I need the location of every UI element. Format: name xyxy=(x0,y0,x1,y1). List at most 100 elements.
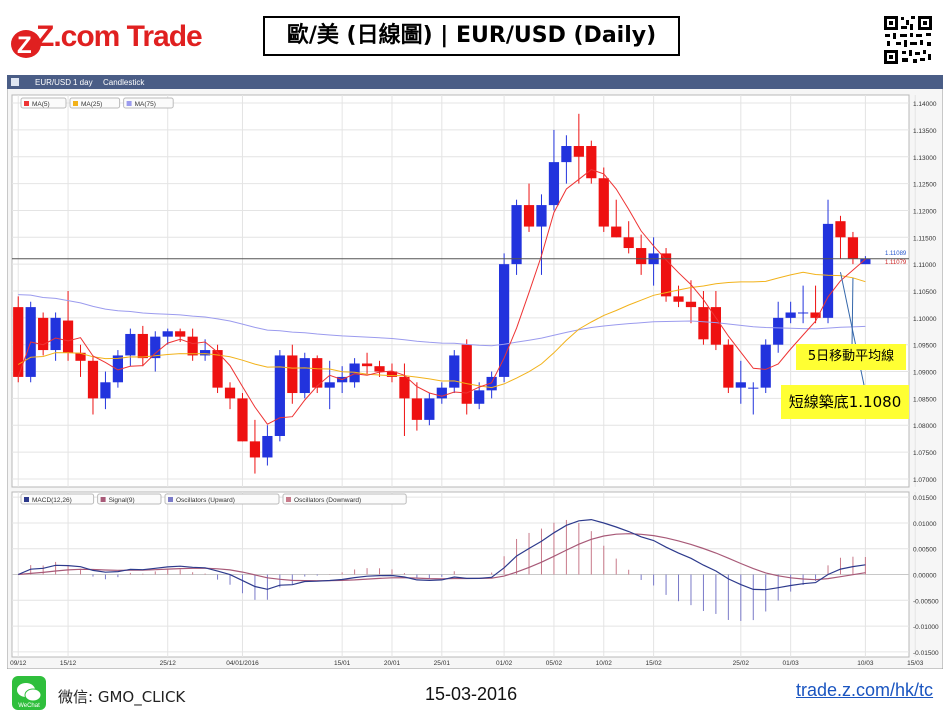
candle-down xyxy=(573,146,584,157)
candle-up xyxy=(150,336,161,359)
macd-tick-label: -0.00500 xyxy=(913,598,939,605)
report-date: 15-03-2016 xyxy=(425,684,518,704)
candle-up xyxy=(486,376,497,391)
macd-tick-label: 0.00000 xyxy=(913,573,937,580)
website-link[interactable]: trade.z.com/hk/tc xyxy=(796,680,934,700)
candle-up xyxy=(773,317,784,345)
x-tick-label: 25/01 xyxy=(434,660,451,667)
candle-up xyxy=(199,350,211,356)
candle-up xyxy=(797,312,809,314)
price-tick-label: 1.11500 xyxy=(913,235,936,242)
brand-name: Z.com Trade xyxy=(36,20,203,53)
price-legend-label: MA(5) xyxy=(32,101,50,108)
page-title: 歐/美 (日線圖) | EUR/USD (Daily) xyxy=(263,16,680,56)
candle-up xyxy=(748,387,759,389)
candle-down xyxy=(723,344,734,388)
macd-legend-label: Oscillators (Upward) xyxy=(176,497,235,504)
candle-up xyxy=(349,363,360,383)
price-tick-label: 1.08000 xyxy=(913,423,937,430)
candle-up xyxy=(822,223,834,318)
price-tick-label: 1.08500 xyxy=(913,396,937,403)
price-tick-label: 1.12000 xyxy=(913,208,937,215)
candle-down xyxy=(411,398,423,420)
price-legend-label: MA(25) xyxy=(81,101,102,108)
macd-legend-swatch xyxy=(286,497,291,502)
zcom-logo: Z Z.com Trade xyxy=(8,18,208,66)
candle-down xyxy=(810,312,821,318)
candle-up xyxy=(125,333,136,356)
x-tick-label: 01/03 xyxy=(783,660,800,667)
candle-up xyxy=(436,387,447,399)
price-legend-swatch xyxy=(73,101,78,106)
candle-down xyxy=(611,226,622,238)
candle-down xyxy=(586,146,597,179)
candle-down xyxy=(386,371,398,377)
price-tick-label: 1.10500 xyxy=(913,289,937,296)
candle-up xyxy=(449,355,460,388)
price-tick-label: 1.07500 xyxy=(913,450,937,457)
price-tick-label: 1.07000 xyxy=(913,477,937,484)
macd-legend-box xyxy=(97,493,162,505)
x-tick-label: 09/12 xyxy=(10,660,27,667)
candle-up xyxy=(735,382,746,388)
chart-panel: EUR/USD 1 day Candlestick MA(5) MA(25) MA(… xyxy=(7,75,943,669)
macd-legend-label: Oscillators (Downward) xyxy=(294,497,361,504)
macd-legend-box xyxy=(282,493,407,505)
candle-down xyxy=(175,331,186,337)
candle-down xyxy=(38,317,49,351)
price-tick-label: 1.09000 xyxy=(913,370,937,377)
toolbar-interval[interactable]: 1 day xyxy=(73,78,93,87)
toolbar-style[interactable]: Candlestick xyxy=(103,78,145,87)
support-annotation: 短線築底1.1080 xyxy=(781,385,909,419)
macd-legend-box xyxy=(20,493,95,505)
x-tick-label: 20/01 xyxy=(384,660,401,667)
candle-down xyxy=(13,307,24,377)
ma75-line xyxy=(18,294,866,347)
candle-up xyxy=(536,205,547,227)
price-legend-swatch xyxy=(24,101,29,106)
candle-down xyxy=(374,366,385,372)
logo-swoosh-icon: Z xyxy=(11,30,41,59)
x-tick-label: 25/12 xyxy=(160,660,177,667)
price-tick-label: 1.13500 xyxy=(913,128,937,135)
ma5-annotation: 5日移動平均線 xyxy=(796,344,906,370)
candle-up xyxy=(548,162,560,206)
toolbar-menu-icon[interactable] xyxy=(11,78,19,86)
wechat-icon[interactable]: WeChat xyxy=(12,676,46,710)
price-legend-label: MA(75) xyxy=(135,101,156,108)
price-tick-label: 1.09500 xyxy=(913,343,937,350)
macd-tick-label: 0.00500 xyxy=(913,547,937,554)
candle-up xyxy=(262,435,273,458)
price-legend-box xyxy=(123,97,174,109)
macd-tick-label: 0.01500 xyxy=(913,495,937,502)
candle-down xyxy=(698,307,709,340)
bid-price-label: 1.11079 xyxy=(885,260,907,266)
x-tick-label: 01/02 xyxy=(496,660,513,667)
candle-up xyxy=(424,398,435,420)
candle-down xyxy=(623,237,634,249)
price-tick-label: 1.14000 xyxy=(913,101,937,108)
ask-price-label: 1.11089 xyxy=(885,251,907,257)
candle-up xyxy=(860,258,871,265)
x-tick-label: 04/01/2016 xyxy=(226,660,259,667)
chart-toolbar xyxy=(7,75,943,89)
x-tick-label: 10/03 xyxy=(857,660,874,667)
macd-line xyxy=(17,518,866,591)
macd-tick-label: 0.01000 xyxy=(913,521,937,528)
candle-down xyxy=(835,221,846,238)
price-legend-box xyxy=(20,97,67,109)
signal-line xyxy=(18,533,866,582)
x-tick-label: 15/12 xyxy=(60,660,77,667)
macd-tick-label: -0.01000 xyxy=(913,624,939,631)
candle-up xyxy=(50,317,61,351)
candle-down xyxy=(62,320,74,353)
candle-down xyxy=(523,205,535,227)
toolbar-symbol[interactable]: EUR/USD xyxy=(35,78,71,87)
macd-legend-swatch xyxy=(168,497,173,502)
price-tick-label: 1.13000 xyxy=(913,155,937,162)
macd-legend-box xyxy=(164,493,280,505)
ma5-arrow xyxy=(851,278,854,348)
candle-up xyxy=(474,390,485,404)
ma5-line xyxy=(17,169,866,425)
candle-up xyxy=(324,382,335,388)
